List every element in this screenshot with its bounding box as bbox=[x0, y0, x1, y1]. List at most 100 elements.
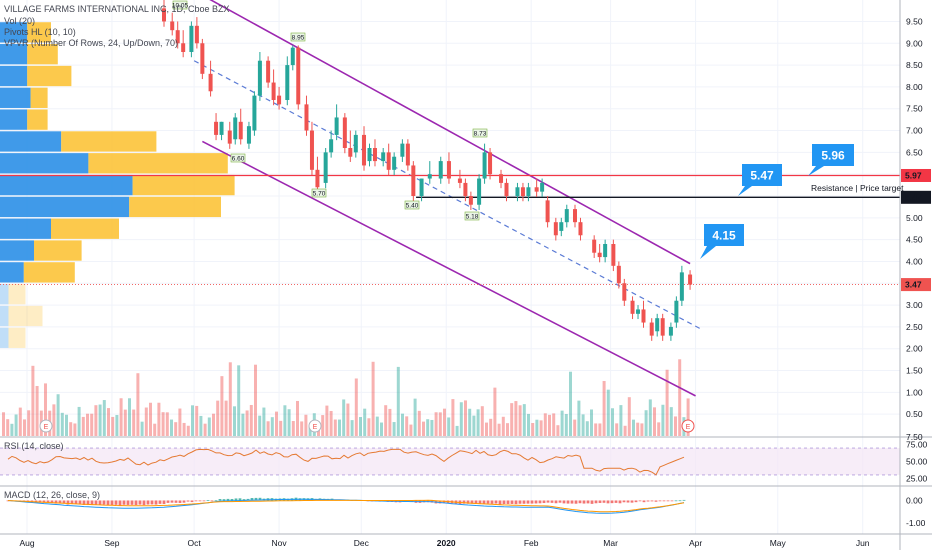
candle-body[interactable] bbox=[348, 148, 353, 157]
candle-body[interactable] bbox=[162, 8, 166, 22]
price-tag[interactable] bbox=[901, 278, 931, 292]
legend-title[interactable]: VILLAGE FARMS INTERNATIONAL INC, 1D, Cbo… bbox=[4, 4, 230, 14]
candle-body[interactable] bbox=[611, 244, 616, 266]
candle-body[interactable] bbox=[238, 121, 243, 140]
candle-body[interactable] bbox=[381, 152, 386, 162]
price-axis[interactable]: 9.509.008.508.007.507.006.506.005.505.00… bbox=[901, 16, 931, 442]
candle-body[interactable] bbox=[277, 95, 282, 105]
candle-body[interactable] bbox=[564, 209, 569, 223]
candle-body[interactable] bbox=[342, 117, 347, 148]
candle-body[interactable] bbox=[227, 130, 232, 144]
candle-body[interactable] bbox=[419, 178, 424, 196]
candle-body[interactable] bbox=[553, 222, 558, 236]
candle-body[interactable] bbox=[271, 82, 276, 100]
candle-body[interactable] bbox=[477, 178, 482, 205]
candle-body[interactable] bbox=[630, 300, 635, 314]
candle-body[interactable] bbox=[200, 43, 205, 74]
candle-body[interactable] bbox=[668, 326, 673, 336]
candle-body[interactable] bbox=[400, 143, 405, 157]
candle-body[interactable] bbox=[578, 222, 583, 236]
candle-body[interactable] bbox=[655, 318, 660, 332]
candle-body[interactable] bbox=[266, 60, 271, 83]
candle-body[interactable] bbox=[386, 152, 391, 170]
candle-body[interactable] bbox=[649, 322, 654, 336]
candles[interactable] bbox=[162, 0, 693, 341]
candle-body[interactable] bbox=[636, 309, 641, 314]
candle-body[interactable] bbox=[257, 60, 262, 96]
candle-body[interactable] bbox=[170, 21, 175, 31]
candle-body[interactable] bbox=[194, 25, 199, 44]
candle-body[interactable] bbox=[641, 309, 646, 323]
candle-body[interactable] bbox=[252, 95, 257, 131]
candle-body[interactable] bbox=[438, 161, 443, 179]
candle-body[interactable] bbox=[367, 148, 372, 162]
candle-body[interactable] bbox=[660, 318, 665, 336]
candle-body[interactable] bbox=[372, 148, 377, 162]
candle-body[interactable] bbox=[504, 182, 509, 196]
callout-415[interactable]: 4.15 bbox=[700, 224, 744, 259]
channel-mid-line[interactable] bbox=[193, 60, 702, 330]
candle-body[interactable] bbox=[329, 139, 334, 153]
candle-body[interactable] bbox=[181, 43, 186, 52]
candle-body[interactable] bbox=[208, 73, 213, 92]
candle-body[interactable] bbox=[545, 200, 550, 223]
legend-vpvr[interactable]: VPVR (Number Of Rows, 24, Up/Down, 70) bbox=[4, 38, 178, 48]
candle-body[interactable] bbox=[392, 156, 397, 170]
candle-body[interactable] bbox=[520, 187, 525, 196]
candle-body[interactable] bbox=[233, 117, 238, 140]
channel-lower-line[interactable] bbox=[201, 140, 696, 397]
candle-body[interactable] bbox=[515, 187, 520, 196]
legend-macd[interactable]: MACD (12, 26, close, 9) bbox=[4, 490, 100, 500]
candle-body[interactable] bbox=[559, 222, 564, 231]
candle-body[interactable] bbox=[334, 117, 339, 135]
candle-body[interactable] bbox=[534, 187, 539, 192]
candle-body[interactable] bbox=[285, 65, 290, 100]
candle-body[interactable] bbox=[214, 121, 219, 135]
candle-body[interactable] bbox=[219, 121, 224, 135]
candle-body[interactable] bbox=[540, 182, 545, 192]
candle-body[interactable] bbox=[468, 196, 473, 205]
price-tag[interactable] bbox=[901, 190, 931, 204]
legend-pivots[interactable]: Pivots HL (10, 10) bbox=[4, 27, 76, 37]
candle-body[interactable] bbox=[353, 134, 358, 153]
candle-body[interactable] bbox=[616, 265, 621, 284]
time-axis[interactable]: Aug Sep Oct Nov Dec 2020 Feb Mar Apr May Jun bbox=[19, 538, 869, 548]
candle-body[interactable] bbox=[457, 178, 462, 183]
earnings-marker[interactable]: E bbox=[681, 419, 695, 433]
candle-body[interactable] bbox=[679, 272, 684, 301]
earnings-marker[interactable]: E bbox=[39, 419, 53, 433]
channel-upper-line[interactable] bbox=[202, 0, 691, 265]
legend-rsi[interactable]: RSI (14, close) bbox=[4, 441, 64, 451]
candle-body[interactable] bbox=[246, 126, 251, 144]
candle-body[interactable] bbox=[592, 239, 597, 253]
earnings-marker[interactable]: E bbox=[308, 419, 322, 433]
candle-body[interactable] bbox=[323, 152, 328, 183]
candle-body[interactable] bbox=[405, 143, 410, 166]
candle-body[interactable] bbox=[622, 283, 627, 301]
candle-body[interactable] bbox=[526, 187, 531, 196]
callout-547[interactable]: 5.47 bbox=[738, 164, 782, 196]
candle-body[interactable] bbox=[411, 165, 416, 196]
candle-body[interactable] bbox=[427, 174, 432, 179]
candle-body[interactable] bbox=[290, 47, 295, 66]
candle-body[interactable] bbox=[309, 130, 314, 170]
candle-body[interactable] bbox=[304, 104, 309, 131]
candle-body[interactable] bbox=[362, 134, 367, 166]
candle-body[interactable] bbox=[189, 25, 194, 52]
candle-body[interactable] bbox=[597, 252, 602, 258]
candle-body[interactable] bbox=[315, 169, 320, 188]
callout-596[interactable]: 5.96 bbox=[808, 144, 854, 176]
candle-body[interactable] bbox=[573, 209, 577, 223]
candle-body[interactable] bbox=[446, 161, 451, 179]
candle-body[interactable] bbox=[482, 152, 487, 179]
candle-body[interactable] bbox=[499, 174, 504, 183]
candle-body[interactable] bbox=[603, 244, 608, 258]
candle-body[interactable] bbox=[488, 152, 493, 175]
candle-body[interactable] bbox=[463, 182, 468, 196]
candle-body[interactable] bbox=[688, 274, 693, 285]
candle-body[interactable] bbox=[175, 30, 180, 44]
legend-vol[interactable]: Vol (20) bbox=[4, 16, 35, 26]
price-tag[interactable] bbox=[901, 168, 931, 182]
candle-body[interactable] bbox=[674, 300, 679, 323]
candle-body[interactable] bbox=[296, 47, 301, 105]
